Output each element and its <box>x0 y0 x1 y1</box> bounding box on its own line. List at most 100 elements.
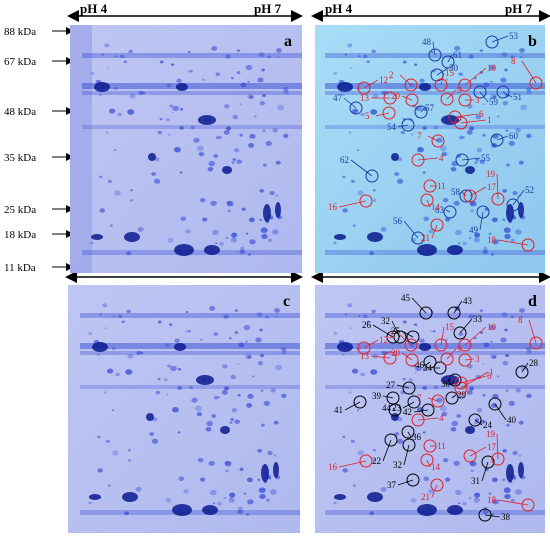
gel-spot <box>197 412 202 417</box>
gel-spot <box>196 145 204 152</box>
gel-spot <box>483 82 490 88</box>
gel-spot <box>357 450 364 456</box>
gel-spot <box>422 126 427 130</box>
gel-spot <box>211 414 216 418</box>
gel-spot <box>169 323 173 326</box>
gel-spot <box>223 314 229 319</box>
spot-circle <box>404 338 418 352</box>
gel-spot <box>167 237 174 243</box>
gel-spot <box>423 216 430 222</box>
leader-line <box>502 91 513 98</box>
gel-spot <box>213 502 216 505</box>
leader-line <box>474 419 483 426</box>
spot-circle <box>485 35 499 49</box>
spot-label: 23 <box>392 403 402 413</box>
gel-spot <box>458 332 464 336</box>
gel-spot <box>473 497 480 503</box>
leader-line <box>417 417 439 421</box>
gel-spot <box>394 172 400 177</box>
spot-label: 18 <box>487 235 497 245</box>
gel-spot <box>441 411 448 417</box>
spot-circle <box>411 231 425 245</box>
gel-spot <box>504 493 511 500</box>
gel-spot <box>121 320 125 324</box>
spot-label: 54 <box>387 122 397 132</box>
spot-label: 52 <box>525 185 534 195</box>
leader-line <box>343 97 357 109</box>
gel-spot <box>466 390 473 395</box>
spot-circle <box>359 454 373 468</box>
spot-label: 63 <box>435 205 445 215</box>
gel-spot <box>436 397 443 403</box>
spot-circle <box>382 106 396 120</box>
spot-circle <box>434 338 448 352</box>
spot-label: 15 <box>445 68 455 78</box>
gel-spot <box>442 458 449 463</box>
leader-line <box>440 72 445 86</box>
gel-spot <box>246 477 253 483</box>
gel-spot <box>333 241 337 245</box>
gel-spot <box>157 130 163 135</box>
leader-line <box>363 79 379 89</box>
gel-spot <box>227 209 231 213</box>
gel-spot <box>458 135 464 140</box>
spot-circle <box>529 76 543 90</box>
gel-spot <box>159 117 163 121</box>
gel-band <box>80 385 300 389</box>
spot-label: 26 <box>362 320 372 330</box>
leader-line <box>427 135 439 142</box>
spot-label: 3 <box>475 354 480 364</box>
gel-spot <box>249 239 256 245</box>
gel-spot <box>414 323 418 326</box>
spot-circle <box>383 351 397 365</box>
gel-spot <box>483 246 488 251</box>
leader-line <box>496 135 509 141</box>
gel-spot <box>197 458 204 463</box>
gel-spot <box>519 48 525 53</box>
gel-spot <box>224 460 232 467</box>
gel-spot <box>232 158 237 161</box>
spot-label: 28 <box>529 358 539 368</box>
gel-spot <box>512 190 518 196</box>
mw-axis: 88 kDa 67 kDa 48 kDa 35 kDa 25 kDa 18 kD… <box>4 26 74 274</box>
spot-label: 8 <box>518 315 523 325</box>
gel-spot <box>272 229 279 235</box>
leader-line <box>469 186 487 197</box>
gel-spot <box>241 207 246 211</box>
leader-line <box>464 358 475 361</box>
gel-spot <box>442 198 449 203</box>
gel-spot <box>237 509 244 515</box>
gel-spot <box>222 364 228 369</box>
gel-spot <box>151 172 157 177</box>
gel-spot <box>380 226 387 232</box>
gel-spot <box>96 353 100 357</box>
gel-spot <box>491 253 494 256</box>
gel-spot <box>135 486 142 492</box>
spot-label: 7 <box>417 131 422 141</box>
gel-spot <box>209 306 216 311</box>
gel-spot-major <box>465 166 475 174</box>
gel-spot <box>526 90 532 95</box>
leader-line <box>461 157 481 161</box>
gel-spot-major <box>122 492 138 502</box>
gel-spot <box>126 309 131 314</box>
gel-spot-major <box>263 204 271 222</box>
spot-circle <box>463 189 477 203</box>
gel-spot <box>445 217 451 222</box>
gel-spot <box>433 125 439 130</box>
gel-band <box>325 53 545 58</box>
gel-spot <box>519 56 523 59</box>
spot-circle <box>406 473 420 487</box>
gel-spot-major <box>174 244 194 256</box>
spot-label: 22 <box>372 456 381 466</box>
gel-spot <box>165 497 172 503</box>
gel-spot <box>276 56 280 59</box>
spot-label: 45 <box>401 293 411 303</box>
spot-label: 14 <box>431 462 441 472</box>
gel-spot <box>257 77 264 83</box>
spot-circle <box>445 391 459 405</box>
leader-line <box>528 319 537 344</box>
spot-label: 4 <box>439 413 444 423</box>
gel-spot <box>502 449 507 453</box>
gel-spot <box>344 53 347 56</box>
